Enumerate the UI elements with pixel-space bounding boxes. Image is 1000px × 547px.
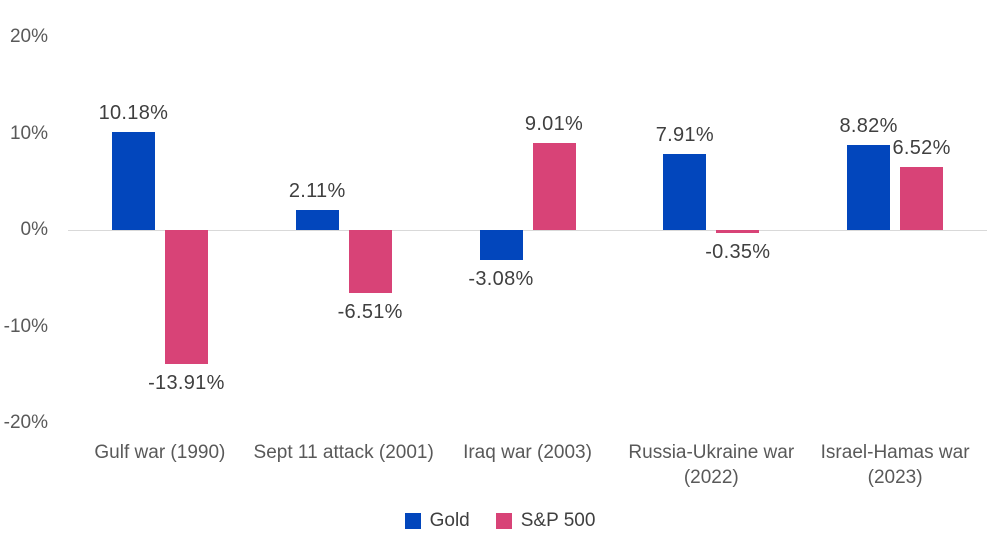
value-label: -0.35%	[705, 241, 771, 264]
value-label: 10.18%	[98, 101, 169, 124]
category-label: Iraq war (2003)	[463, 442, 592, 463]
category-label: Russia-Ukraine war (2022)	[628, 442, 795, 488]
y-tick-label: -10%	[3, 315, 48, 337]
legend-item-sp500: S&P 500	[495, 510, 596, 531]
value-label: 9.01%	[524, 113, 584, 136]
bar-sp500-2	[348, 230, 392, 293]
legend-label-sp500: S&P 500	[520, 510, 596, 531]
y-tick-label: 20%	[9, 26, 48, 47]
bar-sp500-5	[900, 167, 944, 230]
bar-sp500-3	[532, 143, 576, 230]
legend: Gold S&P 500	[0, 511, 1000, 531]
legend-swatch-gold	[404, 513, 421, 529]
category-label: Israel-Hamas war (2023)	[820, 442, 970, 488]
category-label: Sept 11 attack (2001)	[253, 442, 434, 463]
value-label: -6.51%	[337, 300, 403, 323]
value-label: 2.11%	[288, 179, 346, 202]
y-tick-label: 10%	[9, 122, 48, 144]
bar-sp500-4	[716, 230, 760, 234]
bar-gold-3	[479, 230, 523, 260]
bar-gold-4	[663, 153, 707, 230]
value-label: 8.82%	[839, 114, 898, 137]
zero-gridline	[68, 229, 987, 231]
bar-sp500-1	[164, 230, 208, 365]
legend-label-gold: Gold	[429, 510, 470, 531]
legend-swatch-sp500	[495, 513, 512, 529]
value-label: -13.91%	[148, 372, 225, 395]
value-label: -3.08%	[468, 267, 534, 290]
category-label: Gulf war (1990)	[94, 442, 226, 463]
bar-gold-2	[295, 209, 339, 230]
value-label: 6.52%	[892, 137, 951, 160]
y-tick-label: -20%	[3, 412, 48, 433]
legend-item-gold: Gold	[404, 510, 470, 531]
bar-gold-5	[847, 144, 891, 230]
y-tick-label: 0%	[20, 219, 48, 240]
bar-gold-1	[111, 131, 155, 230]
value-label: 7.91%	[655, 123, 714, 146]
